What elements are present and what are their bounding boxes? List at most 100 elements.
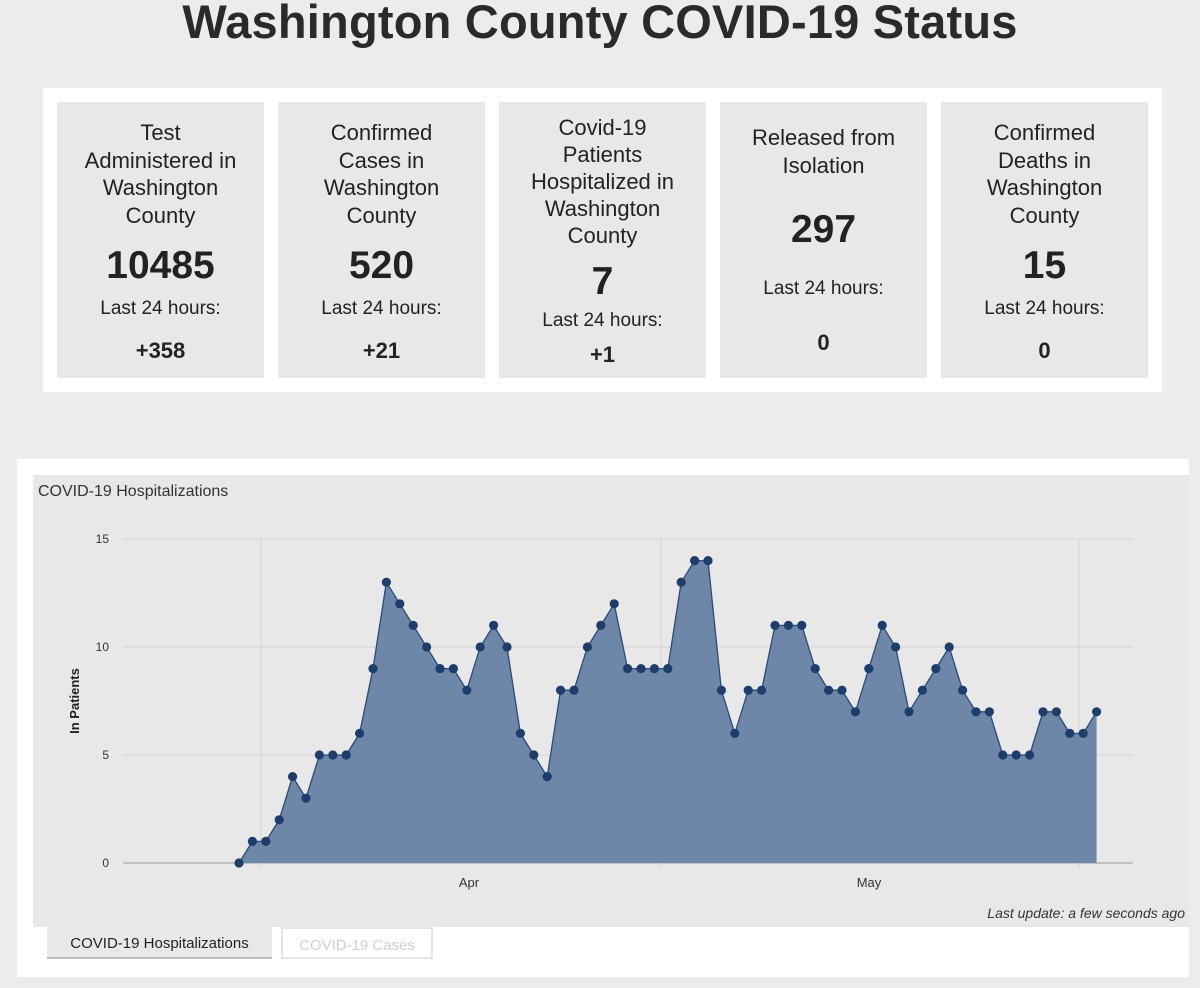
- y-tick-label: 10: [96, 640, 110, 654]
- page-title: Washington County COVID-19 Status: [182, 0, 1018, 48]
- data-point: [971, 707, 981, 717]
- data-point: [944, 642, 954, 652]
- stat-title: Covid-19 Patients Hospitalized in Washin…: [530, 115, 675, 248]
- data-point: [234, 858, 244, 868]
- stat-delta: +358: [135, 338, 186, 363]
- area-fill: [239, 560, 1097, 863]
- y-axis-label: In Patients: [67, 668, 82, 734]
- stat-sub-label: Last 24 hours:: [542, 310, 663, 331]
- data-point: [435, 664, 445, 674]
- stat-value: 520: [348, 244, 415, 287]
- data-point: [824, 685, 834, 695]
- stat-card-deaths: Confirmed Deaths in Washington County 15…: [941, 102, 1148, 378]
- data-point: [408, 620, 418, 630]
- data-point: [582, 642, 593, 652]
- data-point: [891, 642, 901, 652]
- stats-panel: Test Administered in Washington County 1…: [43, 88, 1162, 392]
- stat-value: 297: [790, 208, 857, 251]
- data-point: [261, 836, 271, 846]
- stat-sub-label: Last 24 hours:: [100, 298, 221, 319]
- x-tick-label: May: [857, 875, 882, 890]
- data-point: [1051, 707, 1061, 717]
- data-point: [381, 577, 391, 587]
- x-tick-label: Apr: [459, 875, 480, 890]
- stat-sub-label: Last 24 hours:: [321, 298, 442, 319]
- data-point: [247, 836, 257, 846]
- data-point: [837, 685, 847, 695]
- data-point: [314, 750, 324, 760]
- data-point: [810, 664, 820, 674]
- data-point: [623, 664, 633, 674]
- y-tick-label: 0: [102, 856, 109, 870]
- data-point: [649, 664, 660, 674]
- stat-card-cases: Confirmed Cases in Washington County 520…: [278, 102, 485, 378]
- data-point: [274, 815, 284, 825]
- stat-card-hospitalized: Covid-19 Patients Hospitalized in Washin…: [499, 102, 706, 378]
- data-point: [797, 620, 807, 630]
- tab-cases[interactable]: COVID-19 Cases: [281, 927, 433, 959]
- data-point: [931, 664, 941, 674]
- data-point: [1092, 707, 1102, 717]
- data-point: [663, 664, 673, 674]
- data-point: [529, 750, 539, 760]
- data-point: [341, 750, 351, 760]
- data-point: [1025, 750, 1035, 760]
- data-point: [542, 772, 552, 782]
- y-tick-label: 5: [102, 748, 109, 762]
- data-point: [596, 620, 606, 630]
- data-point: [609, 599, 619, 609]
- data-point: [770, 620, 780, 630]
- data-point: [958, 685, 968, 695]
- stat-value: 10485: [106, 244, 215, 287]
- stat-title: Test Administered in Washington County: [84, 120, 237, 228]
- data-point: [703, 556, 713, 566]
- data-point: [917, 685, 928, 695]
- data-point: [556, 685, 566, 695]
- data-point: [1038, 707, 1048, 717]
- data-point: [757, 685, 767, 695]
- data-point: [395, 599, 405, 609]
- data-point: [301, 793, 311, 803]
- stat-delta: 0: [1038, 338, 1051, 363]
- stat-delta: 0: [817, 330, 830, 355]
- data-point: [489, 620, 499, 630]
- data-point: [904, 707, 914, 717]
- data-point: [730, 728, 740, 738]
- data-point: [636, 664, 646, 674]
- data-point: [1078, 728, 1088, 738]
- data-point: [355, 728, 365, 738]
- data-point: [1011, 750, 1021, 760]
- data-point: [716, 685, 727, 695]
- data-point: [783, 620, 794, 630]
- chart-title: COVID-19 Hospitalizations: [38, 483, 229, 500]
- data-point: [448, 664, 458, 674]
- data-point: [462, 685, 472, 695]
- data-point: [368, 664, 378, 674]
- data-point: [288, 772, 298, 782]
- stat-title: Confirmed Cases in Washington County: [323, 120, 440, 228]
- tab-hospitalizations[interactable]: COVID-19 Hospitalizations: [47, 927, 272, 959]
- stat-card-released: Released from Isolation 297 Last 24 hour…: [720, 102, 927, 378]
- data-point: [984, 707, 995, 717]
- hospitalizations-chart: 0 5 10 15 Apr May In Patients: [67, 532, 1133, 890]
- data-point: [690, 556, 700, 566]
- stat-title: Released from Isolation: [751, 125, 896, 178]
- stat-delta: +1: [589, 342, 616, 367]
- stat-value: 7: [591, 260, 614, 303]
- data-point: [676, 577, 686, 587]
- stat-sub-label: Last 24 hours:: [763, 278, 884, 299]
- data-point: [475, 642, 485, 652]
- data-point: [998, 750, 1008, 760]
- data-point: [515, 728, 525, 738]
- stat-delta: +21: [362, 338, 401, 363]
- data-point: [1065, 728, 1075, 738]
- data-point: [422, 642, 432, 652]
- stat-sub-label: Last 24 hours:: [984, 298, 1105, 319]
- data-point: [743, 685, 753, 695]
- data-point: [877, 620, 887, 630]
- stat-title: Confirmed Deaths in Washington County: [986, 120, 1103, 228]
- data-point: [502, 642, 512, 652]
- last-update-text: Last update: a few seconds ago: [987, 905, 1185, 921]
- stat-value: 15: [1022, 244, 1067, 287]
- data-point: [328, 750, 338, 760]
